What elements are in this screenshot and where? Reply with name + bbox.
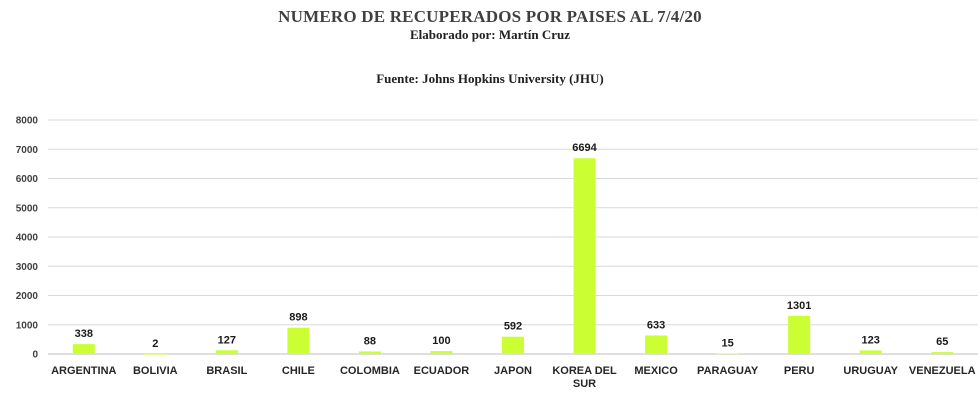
bar	[430, 351, 453, 354]
y-tick-label: 1000	[16, 320, 39, 331]
bar	[788, 315, 811, 354]
bar	[716, 353, 739, 355]
x-tick-label: CHILE	[282, 365, 315, 377]
chart-source: Fuente: Johns Hopkins University (JHU)	[376, 71, 604, 86]
y-tick-label: 8000	[16, 116, 39, 127]
data-label: 15	[721, 338, 733, 350]
x-tick-label: URUGUAY	[843, 365, 898, 377]
data-label: 592	[504, 321, 522, 333]
data-label: 65	[936, 336, 948, 348]
y-tick-label: 2000	[16, 291, 39, 302]
bar	[645, 335, 668, 354]
chart-subtitle: Elaborado por: Martín Cruz	[410, 27, 570, 42]
data-label: 123	[862, 334, 880, 346]
bar	[573, 158, 596, 354]
bar	[144, 353, 167, 355]
bar	[72, 344, 95, 354]
x-tick-label: COLOMBIA	[340, 365, 400, 377]
bar	[502, 336, 524, 354]
data-label: 88	[364, 335, 376, 347]
y-tick-label: 7000	[16, 145, 39, 156]
x-tick-label: VENEZUELA	[909, 365, 976, 377]
y-tick-label: 3000	[16, 262, 39, 273]
data-label: 6694	[572, 142, 597, 154]
y-tick-label: 6000	[16, 174, 39, 185]
data-label: 633	[647, 319, 665, 331]
x-tick-label: JAPON	[494, 365, 532, 377]
x-tick-label: MEXICO	[634, 365, 678, 377]
y-tick-label: 5000	[16, 203, 39, 214]
data-label: 338	[75, 328, 93, 340]
x-tick-label: BOLIVIA	[133, 365, 178, 377]
bar	[287, 327, 310, 354]
data-label: 2	[152, 338, 158, 350]
data-label: 1301	[787, 300, 811, 312]
bar	[931, 352, 954, 354]
x-tick-label: ECUADOR	[414, 365, 470, 377]
x-tick-label: PARAGUAY	[697, 365, 759, 377]
chart-title: NUMERO DE RECUPERADOS POR PAISES AL 7/4/…	[278, 7, 702, 26]
bar	[358, 351, 381, 354]
data-label: 898	[289, 312, 307, 324]
x-tick-label: KOREA DEL SUR	[552, 365, 617, 390]
data-label: 127	[218, 334, 236, 346]
y-tick-label: 0	[32, 350, 38, 361]
bar	[859, 350, 882, 354]
data-label: 100	[432, 335, 450, 347]
x-tick-label: PERU	[784, 365, 815, 377]
x-tick-label: BRASIL	[206, 365, 247, 377]
x-tick-label: ARGENTINA	[51, 365, 116, 377]
bar	[215, 350, 238, 354]
y-tick-label: 4000	[16, 233, 39, 244]
